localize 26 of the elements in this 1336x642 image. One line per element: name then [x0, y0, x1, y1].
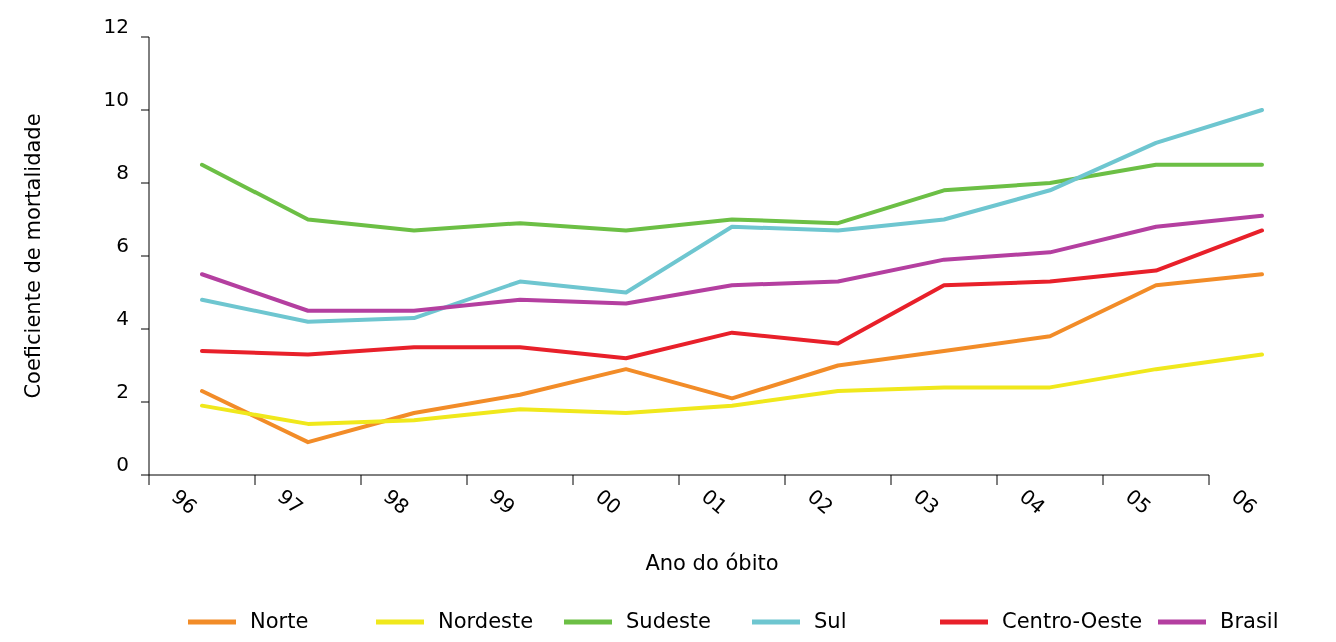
y-tick-label: 12: [103, 14, 129, 38]
legend-label: Sul: [814, 609, 847, 633]
y-tick-label: 2: [116, 379, 129, 403]
x-tick-label: 97: [273, 484, 308, 520]
y-tick-label: 4: [116, 306, 129, 330]
legend-label: Centro-Oeste: [1002, 609, 1143, 633]
y-tick-label: 8: [116, 160, 129, 184]
x-tick-label: 05: [1121, 484, 1156, 520]
y-tick-label: 10: [103, 87, 129, 111]
x-tick-label: 04: [1015, 484, 1050, 520]
x-tick-label: 00: [591, 484, 626, 520]
y-tick-label: 6: [116, 233, 129, 257]
x-tick-label: 99: [485, 484, 520, 520]
legend-label: Nordeste: [438, 609, 534, 633]
x-axis-title: Ano do óbito: [645, 551, 779, 575]
legend-label: Sudeste: [626, 609, 711, 633]
y-tick-label: 0: [116, 452, 129, 476]
x-tick-label: 01: [697, 484, 732, 520]
legend-label: Norte: [250, 609, 309, 633]
legend-label: Brasil: [1220, 609, 1279, 633]
y-axis-title: Coeficiente de mortalidade: [21, 113, 45, 399]
x-tick-label: 98: [379, 484, 414, 520]
x-tick-label: 06: [1227, 484, 1262, 520]
x-tick-label: 02: [803, 484, 838, 520]
x-tick-label: 96: [167, 484, 202, 520]
x-tick-label: 03: [909, 484, 944, 520]
